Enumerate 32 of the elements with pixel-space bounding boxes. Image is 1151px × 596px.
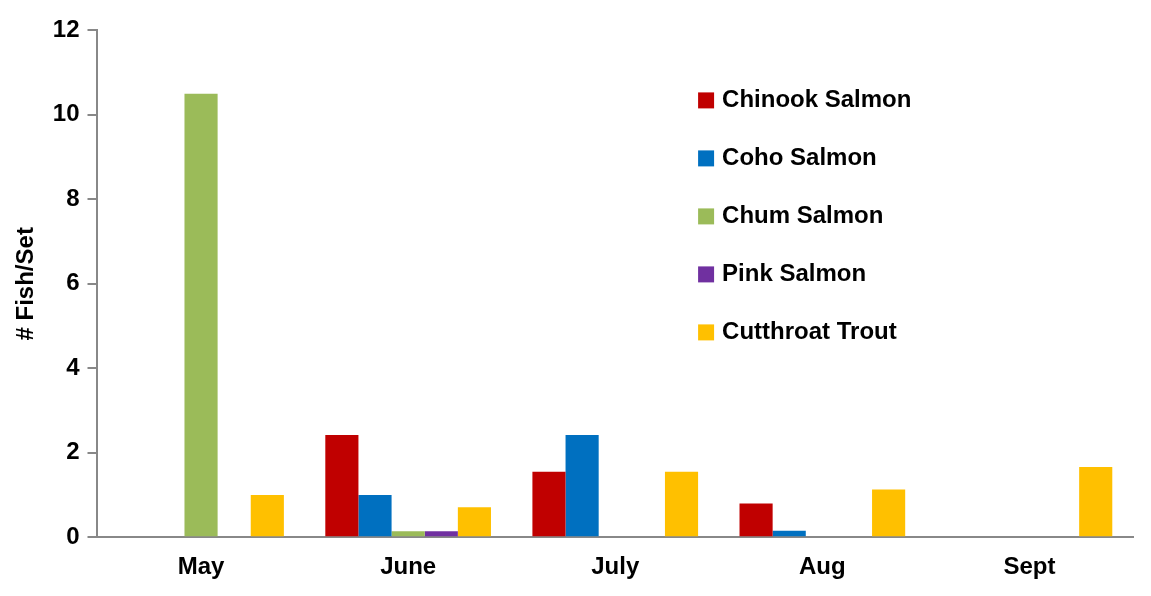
legend-label: Pink Salmon — [722, 259, 867, 287]
legend-label: Chinook Salmon — [722, 85, 912, 113]
bar — [184, 93, 218, 537]
y-tick-label: 8 — [66, 183, 80, 211]
x-tick-label: July — [591, 552, 640, 580]
bar — [358, 494, 392, 537]
y-tick-label: 12 — [52, 15, 80, 43]
y-tick-label: 0 — [66, 521, 80, 549]
y-tick-label: 10 — [52, 99, 80, 127]
x-tick-label: June — [380, 552, 437, 580]
bar — [739, 503, 773, 537]
y-tick-label: 6 — [66, 268, 80, 296]
bar — [532, 471, 566, 537]
bar — [664, 471, 699, 537]
legend-label: Coho Salmon — [722, 143, 877, 171]
bar — [565, 435, 599, 537]
bar — [772, 530, 806, 537]
bar — [250, 494, 284, 537]
x-tick-label: Aug — [799, 552, 846, 580]
y-tick-label: 2 — [66, 437, 80, 465]
x-tick-label: May — [177, 552, 226, 580]
bar — [872, 489, 906, 537]
y-axis-title: # Fish/Set — [11, 227, 39, 341]
x-tick-label: Sept — [1003, 552, 1056, 580]
bar — [391, 531, 425, 537]
bar — [457, 507, 491, 537]
y-tick-label: 4 — [66, 352, 81, 380]
legend-label: Chum Salmon — [722, 201, 884, 229]
bar — [325, 435, 359, 537]
bar — [1079, 467, 1113, 537]
legend-label: Cutthroat Trout — [722, 317, 897, 345]
bar — [424, 531, 458, 537]
